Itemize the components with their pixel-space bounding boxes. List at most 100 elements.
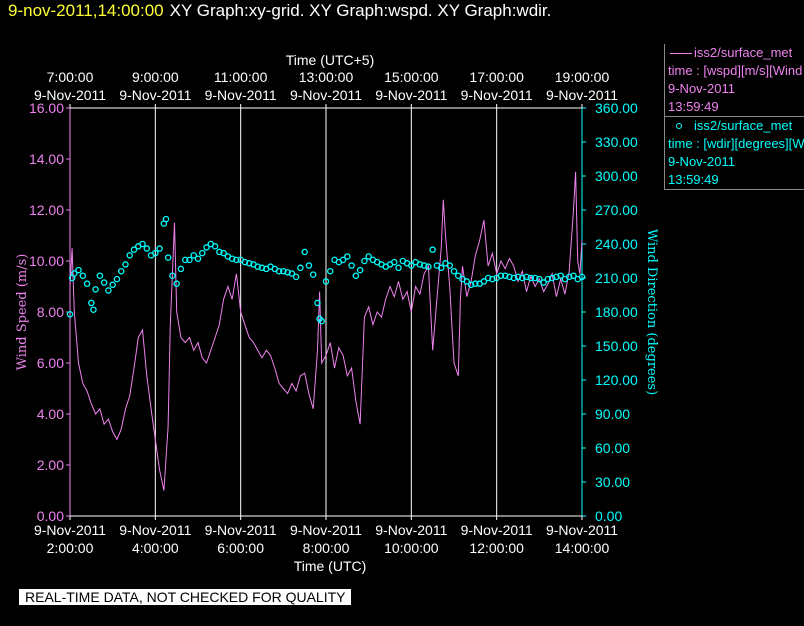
data-point-wdir: [199, 249, 206, 257]
x2-tick-time: 11:00:00: [214, 69, 268, 85]
data-point-wdir: [480, 278, 488, 285]
x2-tick-date: 9-Nov-2011: [119, 87, 191, 103]
data-point-wdir: [284, 269, 291, 276]
data-point-wdir: [463, 278, 471, 285]
data-point-wdir: [156, 245, 163, 252]
data-point-wdir: [66, 311, 74, 318]
data-point-wdir: [203, 244, 210, 251]
data-point-wdir: [348, 262, 355, 269]
y-tick-label: 16.00: [29, 100, 64, 116]
data-point-wdir: [92, 286, 99, 293]
data-point-wdir: [258, 264, 266, 272]
data-point-wdir: [254, 263, 261, 270]
data-point-wdir: [288, 270, 296, 277]
y2-tick-label: 60.00: [595, 440, 630, 456]
legend-wspd-date: 9-Nov-2011: [668, 81, 735, 96]
x-tick-time: 12:00:00: [469, 540, 524, 556]
legend-wdir-name: iss2/surface_met: [694, 118, 793, 133]
y2-tick-label: 270.00: [595, 202, 638, 218]
data-point-wdir: [514, 273, 522, 281]
data-point-wdir: [143, 245, 151, 252]
data-point-wdir: [352, 272, 360, 279]
data-point-wdir: [162, 215, 170, 223]
data-point-wdir: [540, 279, 547, 286]
x2-tick-time: 9:00:00: [132, 69, 179, 85]
y-tick-label: 6.00: [37, 355, 64, 371]
data-point-wdir: [292, 273, 300, 281]
y2-tick-label: 180.00: [595, 304, 638, 320]
data-point-wdir: [233, 256, 240, 264]
x2-tick-date: 9-Nov-2011: [375, 87, 447, 103]
data-point-wdir: [344, 253, 351, 260]
data-point-wdir: [548, 274, 556, 282]
data-point-wdir: [544, 275, 552, 283]
data-point-wdir: [578, 273, 586, 281]
legend-wdir-date: 9-Nov-2011: [668, 154, 735, 169]
legend-wdir-time: 13:59:49: [668, 172, 719, 187]
y-tick-label: 14.00: [29, 151, 64, 167]
x-tick-time: 2:00:00: [47, 540, 94, 556]
data-point-wdir: [105, 287, 112, 294]
graph-header: 9-nov-2011,14:00:00 XY Graph:xy-grid. XY …: [8, 1, 551, 21]
header-graph-list: XY Graph:xy-grid. XY Graph:wspd. XY Grap…: [169, 1, 552, 20]
data-point-wdir: [536, 275, 543, 283]
data-point-wdir: [314, 299, 321, 307]
legend-wspd-desc: time : [wspd][m/s][Wind: [668, 63, 803, 78]
data-point-wdir: [425, 263, 432, 270]
x2-tick-date: 9-Nov-2011: [290, 87, 362, 103]
header-timestamp: 9-nov-2011,14:00:00: [8, 1, 164, 20]
data-point-wdir: [117, 267, 125, 275]
data-point-wdir: [181, 256, 189, 264]
data-point-wdir: [501, 272, 509, 279]
legend: iss2/surface_met time : [wspd][m/s][Wind…: [664, 44, 804, 190]
data-point-wdir: [220, 249, 227, 257]
data-point-wdir: [519, 274, 526, 282]
data-point-wdir: [557, 272, 564, 279]
data-point-wdir: [489, 275, 496, 283]
data-point-wdir: [565, 273, 573, 281]
y2-tick-label: 150.00: [595, 338, 638, 354]
y2-tick-label: 0.00: [595, 508, 622, 524]
data-point-wdir: [327, 267, 334, 275]
data-point-wdir: [510, 274, 517, 282]
line-swatch-icon: [670, 53, 692, 54]
x2-tick-date: 9-Nov-2011: [546, 87, 618, 103]
data-point-wdir: [96, 272, 104, 279]
data-point-wdir: [420, 262, 428, 269]
y2-tick-label: 330.00: [595, 134, 638, 150]
quality-notice: REAL-TIME DATA, NOT CHECKED FOR QUALITY: [19, 589, 352, 605]
y2-tick-label: 360.00: [595, 100, 638, 116]
data-point-wdir: [90, 306, 97, 313]
data-point-wdir: [113, 275, 121, 283]
data-point-wdir: [527, 274, 535, 282]
data-point-wdir: [450, 267, 458, 275]
x-tick-date: 9-Nov-2011: [205, 522, 277, 538]
x-tick-time: 10:00:00: [384, 540, 439, 556]
data-point-wdir: [497, 272, 505, 279]
data-point-wdir: [186, 256, 193, 264]
y-tick-label: 8.00: [37, 304, 64, 320]
data-point-wdir: [88, 299, 95, 307]
data-point-wdir: [472, 280, 479, 287]
x2-tick-time: 19:00:00: [555, 69, 610, 85]
data-point-wdir: [446, 262, 453, 269]
data-point-wdir: [339, 256, 347, 264]
x2-tick-time: 17:00:00: [469, 69, 524, 85]
x-axis-label: Time (UTC): [294, 558, 367, 574]
x-tick-date: 9-Nov-2011: [546, 522, 618, 538]
data-point-wdir: [391, 258, 398, 266]
x-tick-time: 6:00:00: [217, 540, 264, 556]
data-point-wdir: [297, 264, 304, 272]
x-tick-date: 9-Nov-2011: [375, 522, 447, 538]
data-point-wdir: [169, 272, 176, 279]
x2-axis-label: Time (UTC+5): [286, 52, 375, 68]
data-point-wdir: [280, 267, 287, 275]
data-point-wdir: [356, 266, 364, 274]
data-point-wdir: [570, 272, 577, 279]
data-point-wdir: [484, 274, 492, 282]
y2-tick-label: 30.00: [595, 474, 630, 490]
data-point-wdir: [83, 280, 91, 287]
legend-entry-wspd: iss2/surface_met time : [wspd][m/s][Wind…: [664, 44, 804, 117]
x-tick-date: 9-Nov-2011: [461, 522, 533, 538]
